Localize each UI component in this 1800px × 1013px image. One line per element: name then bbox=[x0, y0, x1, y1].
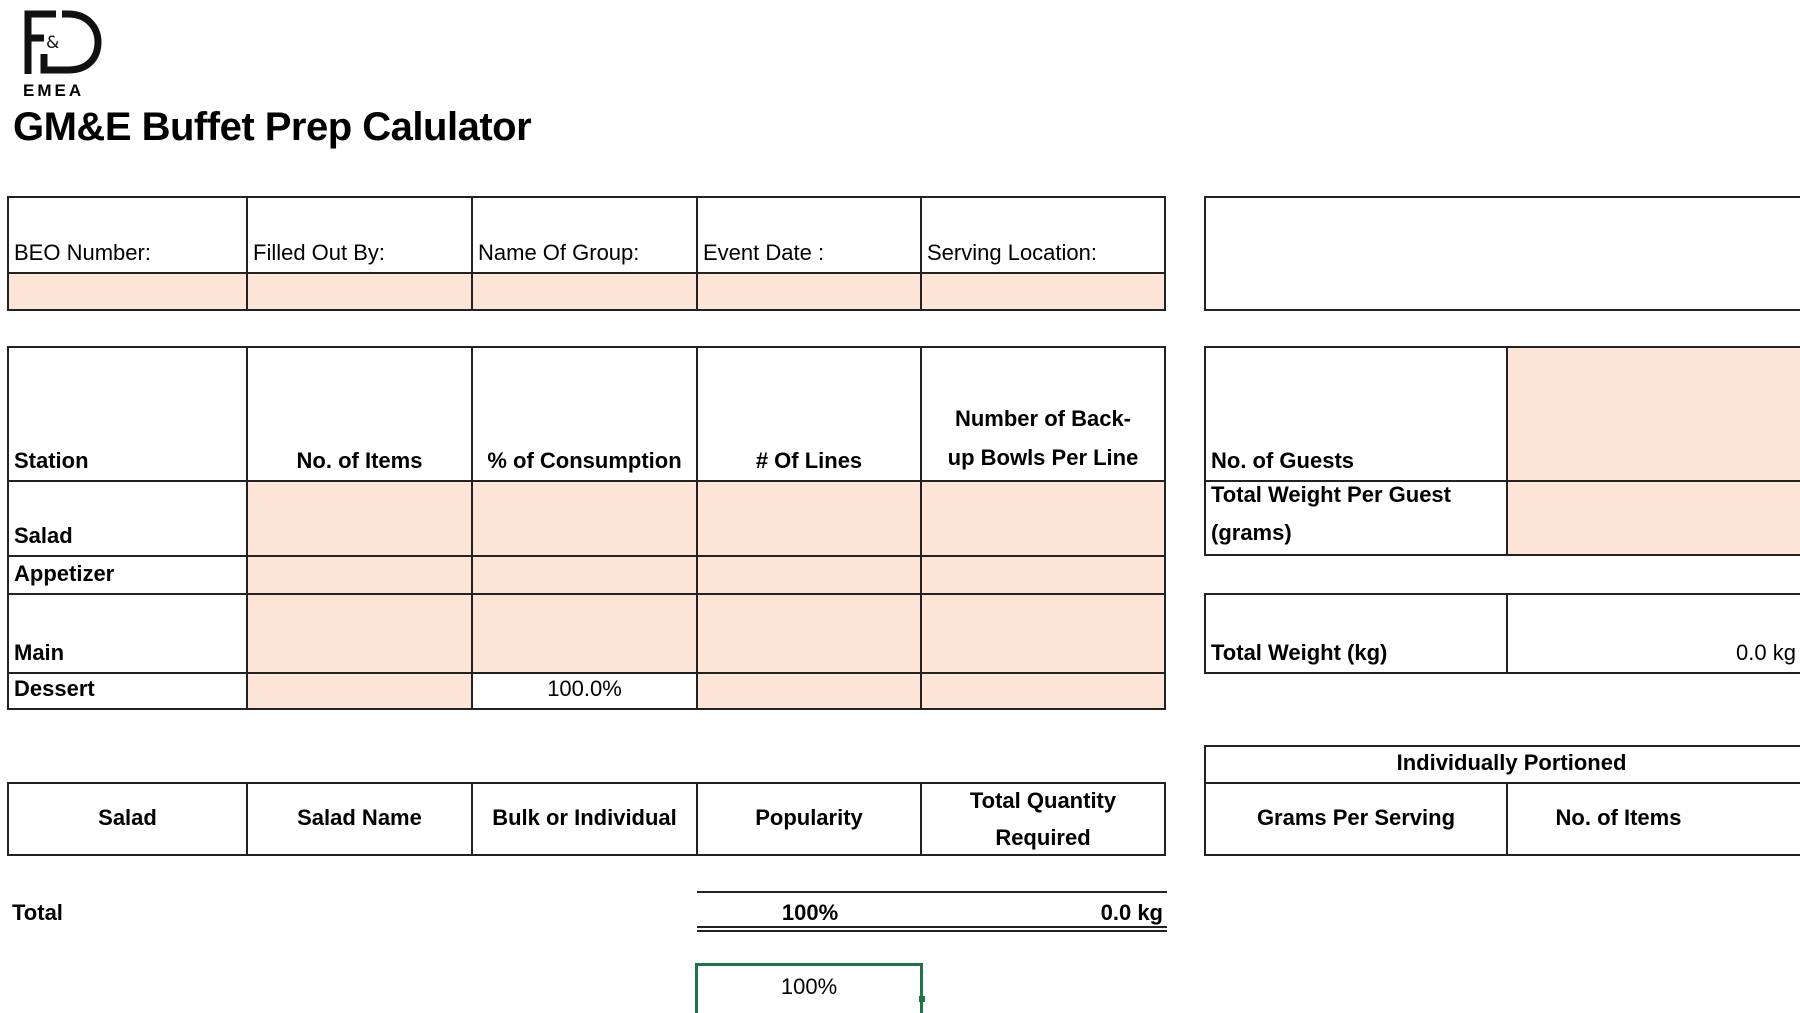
dessert-bowls-input[interactable] bbox=[920, 672, 1166, 710]
serving-location-label: Serving Location: bbox=[920, 196, 1166, 274]
station-salad: Salad bbox=[7, 480, 248, 557]
bulk-individual-header: Bulk or Individual bbox=[471, 782, 698, 856]
dessert-lines-input[interactable] bbox=[696, 672, 922, 710]
appetizer-bowls-input[interactable] bbox=[920, 555, 1166, 595]
name-of-group-input[interactable] bbox=[471, 272, 698, 311]
consumption-header: % of Consumption bbox=[471, 346, 698, 482]
salad-consumption-input[interactable] bbox=[471, 480, 698, 557]
total-quantity: 0.0 kg bbox=[1100, 900, 1163, 925]
dessert-items-input[interactable] bbox=[246, 672, 473, 710]
individually-portioned-title: Individually Portioned bbox=[1204, 745, 1800, 784]
salad-lines-input[interactable] bbox=[696, 480, 922, 557]
main-consumption-input[interactable] bbox=[471, 593, 698, 674]
main-bowls-input[interactable] bbox=[920, 593, 1166, 674]
main-lines-input[interactable] bbox=[696, 593, 922, 674]
name-of-group-label: Name Of Group: bbox=[471, 196, 698, 274]
logo-subtext: EMEA bbox=[23, 81, 85, 100]
selected-cell[interactable]: 100% bbox=[695, 963, 923, 1013]
beo-number-input[interactable] bbox=[7, 272, 248, 311]
total-top-border bbox=[697, 891, 1167, 893]
info-box bbox=[1204, 196, 1800, 311]
total-label: Total bbox=[12, 900, 63, 925]
page-title: GM&E Buffet Prep Calulator bbox=[13, 105, 532, 149]
event-date-label: Event Date : bbox=[696, 196, 922, 274]
main-items-input[interactable] bbox=[246, 593, 473, 674]
salad-bowls-input[interactable] bbox=[920, 480, 1166, 557]
event-date-input[interactable] bbox=[696, 272, 922, 311]
no-of-guests-input[interactable] bbox=[1506, 346, 1800, 482]
salad-items-input[interactable] bbox=[246, 480, 473, 557]
station-appetizer: Appetizer bbox=[7, 555, 248, 595]
backup-bowls-header: Number of Back-up Bowls Per Line bbox=[920, 346, 1166, 482]
fd-logo-icon: & bbox=[24, 10, 102, 74]
total-weight-value: 0.0 kg bbox=[1506, 593, 1800, 674]
dessert-consumption-value: 100.0% bbox=[471, 672, 698, 710]
station-main: Main bbox=[7, 593, 248, 674]
total-double-underline bbox=[697, 926, 1167, 932]
no-of-items-header: No. of Items bbox=[246, 346, 473, 482]
serving-location-input[interactable] bbox=[920, 272, 1166, 311]
logo: & EMEA bbox=[22, 8, 102, 100]
filled-out-by-input[interactable] bbox=[246, 272, 473, 311]
total-weight-label: Total Weight (kg) bbox=[1204, 593, 1508, 674]
svg-text:&: & bbox=[46, 33, 59, 53]
ip-no-of-items-header: No. of Items bbox=[1506, 782, 1800, 856]
appetizer-items-input[interactable] bbox=[246, 555, 473, 595]
weight-per-guest-label: Total Weight Per Guest (grams) bbox=[1204, 480, 1508, 556]
popularity-header: Popularity bbox=[696, 782, 922, 856]
appetizer-consumption-input[interactable] bbox=[471, 555, 698, 595]
grams-per-serving-header: Grams Per Serving bbox=[1204, 782, 1508, 856]
selected-cell-value: 100% bbox=[780, 974, 838, 999]
no-of-guests-label: No. of Guests bbox=[1204, 346, 1508, 482]
station-dessert: Dessert bbox=[7, 672, 248, 710]
salad-col-header: Salad bbox=[7, 782, 248, 856]
total-quantity-header: Total Quantity Required bbox=[920, 782, 1166, 856]
fill-handle[interactable] bbox=[919, 996, 925, 1002]
station-header: Station bbox=[7, 346, 248, 482]
beo-number-label: BEO Number: bbox=[7, 196, 248, 274]
weight-per-guest-input[interactable] bbox=[1506, 480, 1800, 556]
total-popularity: 100% bbox=[781, 900, 839, 925]
filled-out-by-label: Filled Out By: bbox=[246, 196, 473, 274]
appetizer-lines-input[interactable] bbox=[696, 555, 922, 595]
salad-name-header: Salad Name bbox=[246, 782, 473, 856]
lines-header: # Of Lines bbox=[696, 346, 922, 482]
